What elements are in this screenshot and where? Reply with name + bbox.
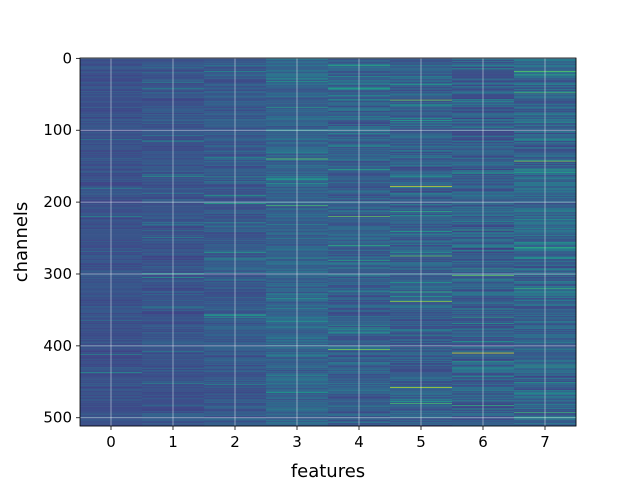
y-axis-ticks: 0 100 200 300 400 500 xyxy=(43,49,80,427)
x-tick-label: 2 xyxy=(230,433,240,451)
x-tick-label: 0 xyxy=(106,433,116,451)
x-tick-label: 3 xyxy=(292,433,302,451)
y-tick-label: 400 xyxy=(43,337,72,355)
x-tick-label: 5 xyxy=(416,433,426,451)
y-tick-label: 300 xyxy=(43,265,72,283)
grid-lines xyxy=(80,57,576,426)
plot-frame xyxy=(79,57,577,427)
x-tick-label: 1 xyxy=(168,433,178,451)
y-tick-label: 500 xyxy=(43,409,72,427)
x-tick-label: 4 xyxy=(354,433,364,451)
y-axis-label: channels xyxy=(11,202,32,283)
x-axis-ticks: 0 1 2 3 4 5 6 7 xyxy=(106,426,550,451)
x-axis-label: features xyxy=(291,461,365,480)
heatmap-cells xyxy=(80,58,577,427)
y-tick-label: 200 xyxy=(43,193,72,211)
x-tick-label: 7 xyxy=(540,433,550,451)
y-tick-label: 100 xyxy=(43,121,72,139)
x-tick-label: 6 xyxy=(478,433,488,451)
y-tick-label: 0 xyxy=(62,49,72,67)
